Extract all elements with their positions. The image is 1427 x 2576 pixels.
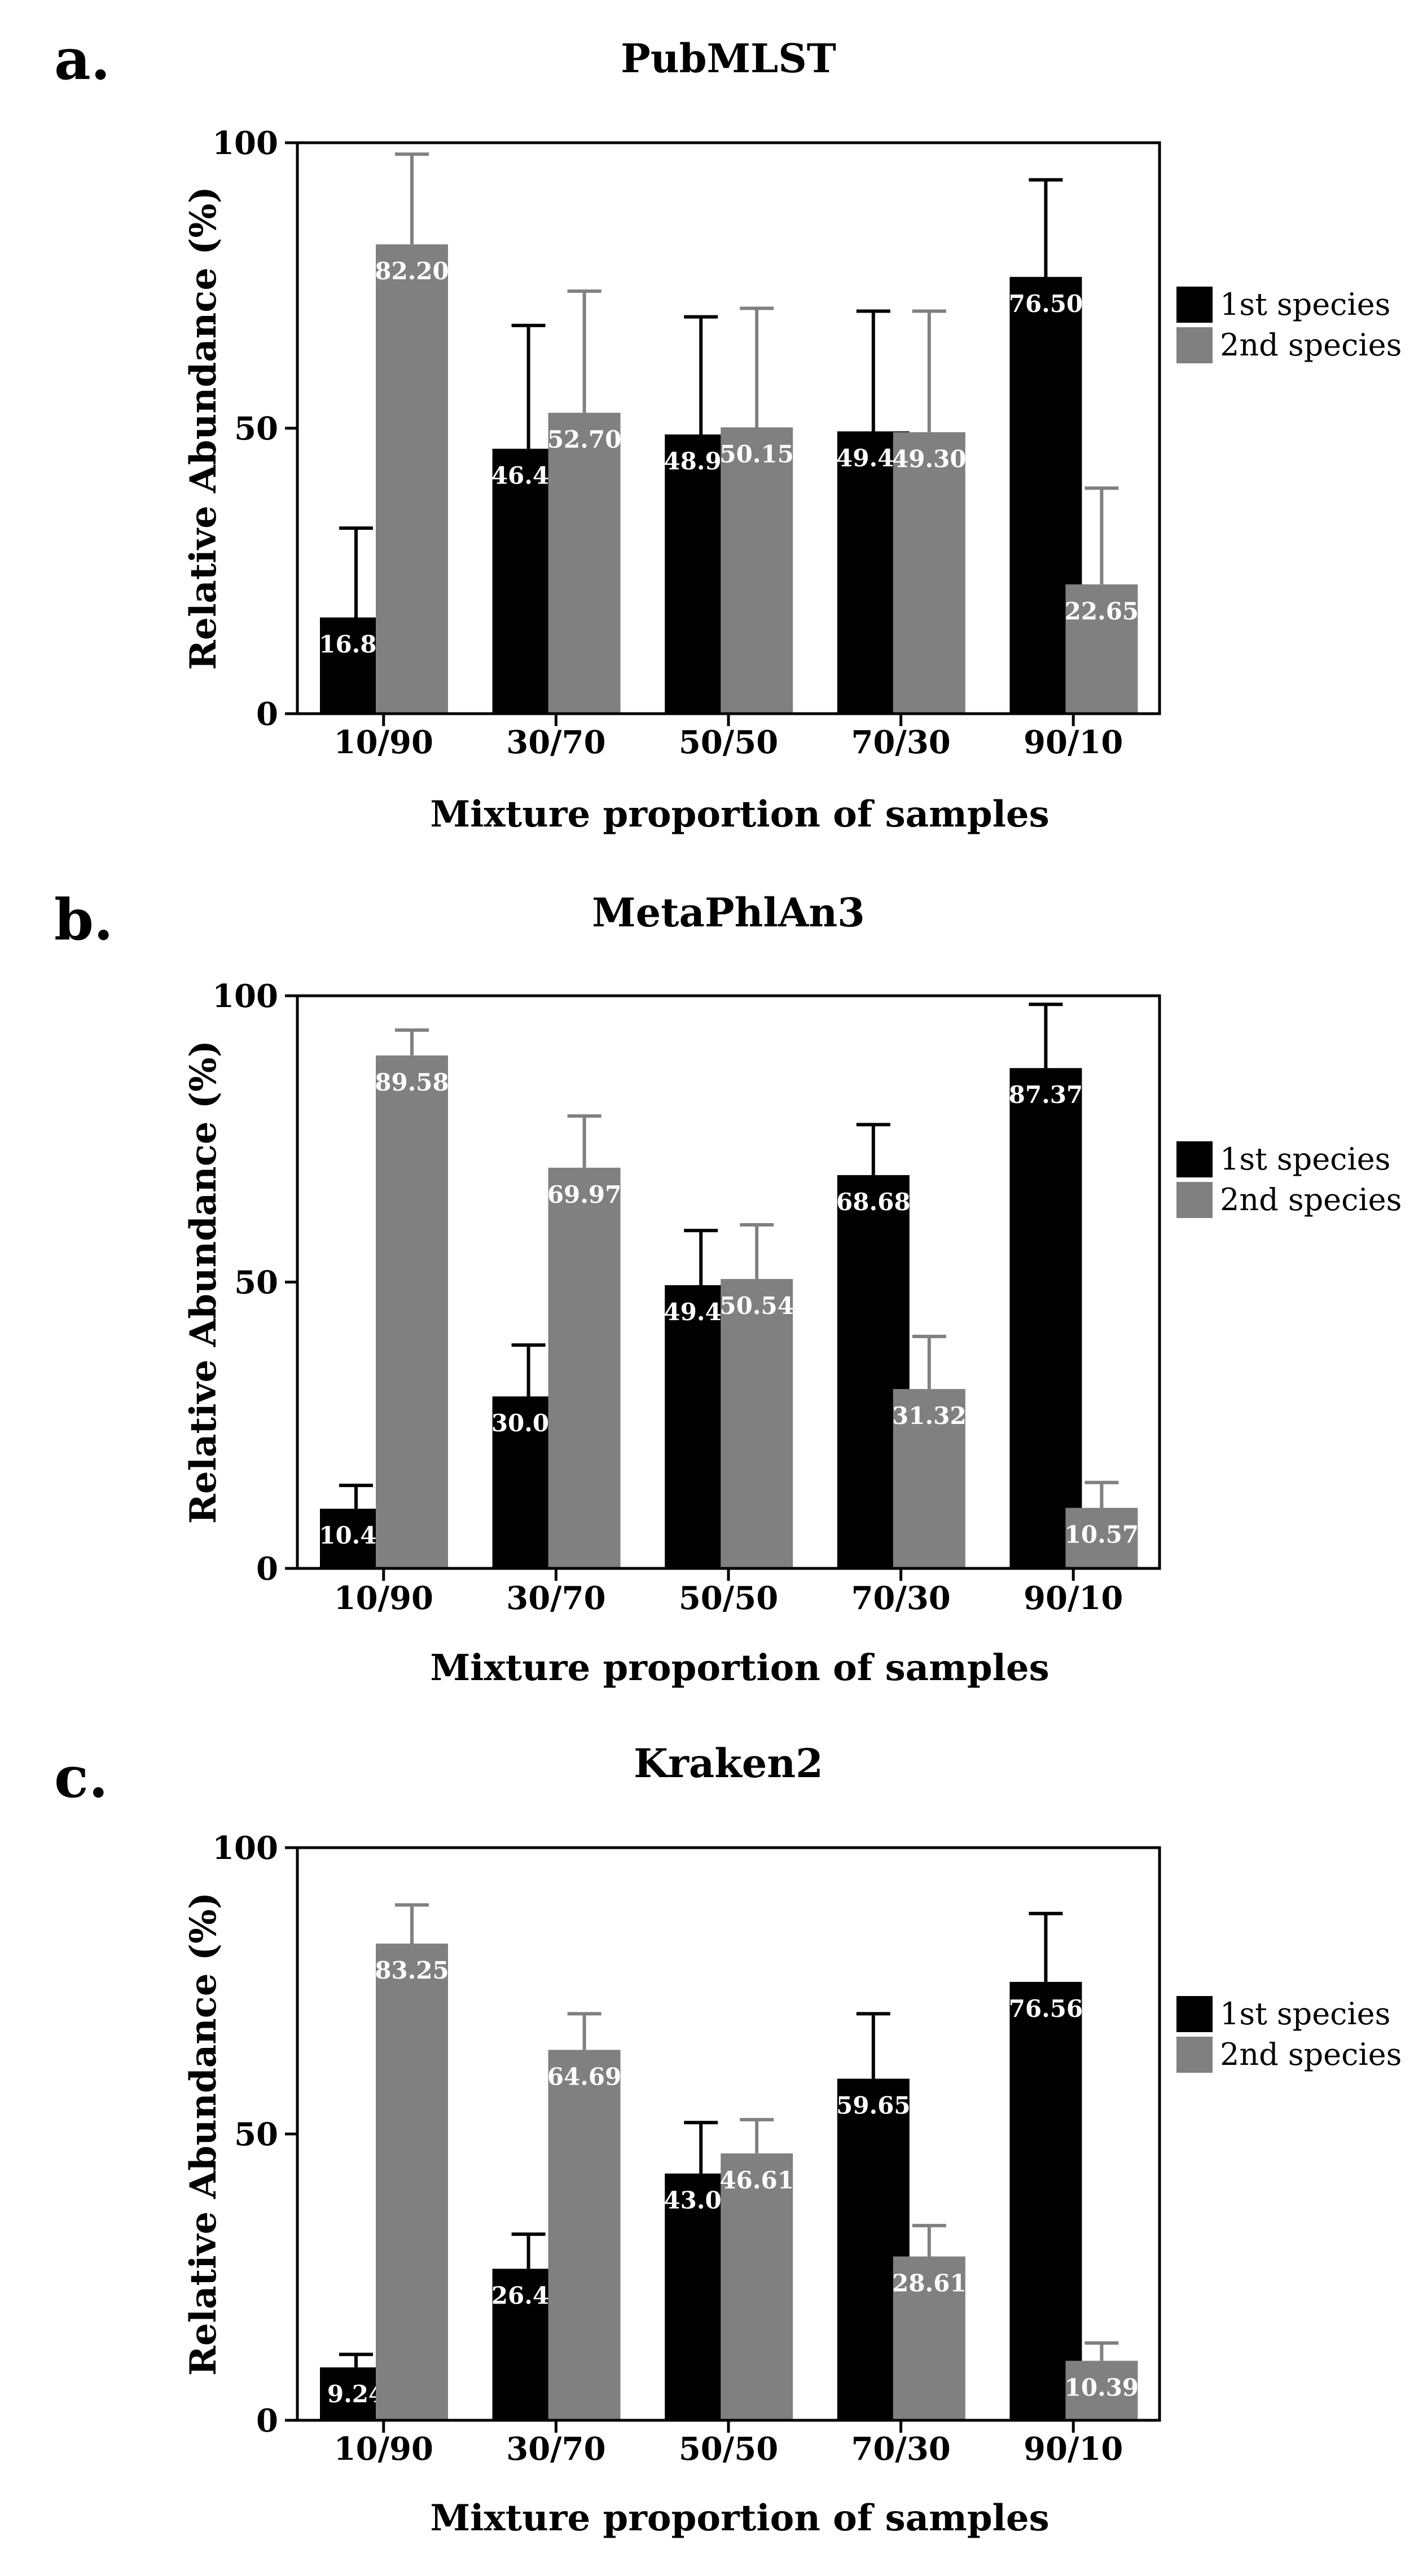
- y-axis-label: Relative Abundance (%): [182, 1040, 225, 1524]
- bar-data-label: 89.58: [375, 1069, 449, 1096]
- bar: [548, 2050, 621, 2420]
- bar-data-label: 64.69: [547, 2063, 622, 2090]
- y-tick-label: 50: [234, 410, 278, 447]
- y-tick-label: 0: [256, 2402, 278, 2439]
- y-axis-label: Relative Abundance (%): [182, 186, 225, 670]
- bar-data-label: 46.61: [719, 2166, 794, 2194]
- bar: [721, 427, 793, 714]
- bar-data-label: 28.61: [892, 2270, 967, 2297]
- x-tick-label: 90/10: [1024, 2430, 1123, 2468]
- legend-swatch: [1176, 2037, 1213, 2073]
- chart-title: Kraken2: [634, 1740, 823, 1787]
- legend-label: 1st species: [1220, 287, 1390, 322]
- bar-data-label: 49.30: [892, 445, 967, 473]
- bar: [1065, 584, 1138, 714]
- bar: [548, 1167, 621, 1568]
- y-tick-label: 0: [256, 1550, 278, 1588]
- y-axis-label: Relative Abundance (%): [182, 1892, 225, 2376]
- bar: [1065, 1507, 1138, 1568]
- x-tick-label: 10/90: [334, 2430, 433, 2468]
- x-tick-label: 90/10: [1024, 724, 1123, 761]
- bar: [893, 2256, 965, 2420]
- bar: [893, 1389, 965, 1568]
- x-axis-label: Mixture proportion of samples: [430, 793, 1049, 836]
- x-tick-label: 70/30: [851, 724, 950, 761]
- x-tick-label: 10/90: [334, 1580, 433, 1617]
- x-tick-label: 70/30: [851, 1580, 950, 1617]
- bar: [721, 2153, 793, 2420]
- panel-label: b.: [54, 886, 113, 953]
- bar-data-label: 83.25: [375, 1957, 449, 1984]
- legend-swatch: [1176, 1141, 1213, 1177]
- chart-title: PubMLST: [621, 35, 836, 82]
- chart-panel-2: c. Kraken29.2426.4643.0959.6576.5683.2564…: [54, 1740, 1402, 2539]
- bar: [376, 1944, 448, 2420]
- bar-data-label: 10.39: [1065, 2374, 1139, 2402]
- x-axis-label: Mixture proportion of samples: [430, 1647, 1049, 1689]
- x-tick-label: 50/50: [679, 724, 778, 761]
- bar: [1009, 1981, 1082, 2420]
- y-tick-label: 50: [234, 1264, 278, 1302]
- y-tick-label: 100: [212, 1830, 278, 1867]
- bar-data-label: 76.56: [1009, 1995, 1083, 2023]
- bar: [376, 244, 448, 714]
- legend-label: 2nd species: [1220, 327, 1402, 363]
- bar-data-label: 52.70: [547, 426, 622, 454]
- bar: [721, 1279, 793, 1568]
- y-tick-label: 100: [212, 125, 278, 162]
- x-tick-label: 30/70: [506, 724, 605, 761]
- chart-panel-1: b. MetaPhlAn310.4230.0349.4668.6887.3789.…: [54, 886, 1402, 1689]
- panel-label: a.: [54, 26, 111, 93]
- bar-data-label: 82.20: [375, 257, 449, 285]
- bar: [1009, 1068, 1082, 1568]
- x-tick-label: 50/50: [679, 2430, 778, 2468]
- bar: [1065, 2360, 1138, 2420]
- legend-label: 1st species: [1220, 1141, 1390, 1177]
- y-tick-label: 0: [256, 696, 278, 733]
- bar-data-label: 10.57: [1065, 1521, 1139, 1549]
- bar: [376, 1055, 448, 1568]
- bar-data-label: 50.15: [719, 440, 794, 468]
- bar-data-label: 31.32: [892, 1402, 967, 1430]
- x-tick-label: 30/70: [506, 1580, 605, 1617]
- x-tick-label: 50/50: [679, 1580, 778, 1617]
- bar-data-label: 87.37: [1009, 1081, 1083, 1109]
- x-tick-label: 30/70: [506, 2430, 605, 2468]
- bar-data-label: 59.65: [836, 2092, 911, 2120]
- legend-swatch: [1176, 1182, 1213, 1218]
- panel-label: c.: [54, 1744, 108, 1810]
- legend-swatch: [1176, 1996, 1213, 2032]
- bar: [893, 432, 965, 714]
- bar-data-label: 50.54: [719, 1292, 794, 1320]
- legend-label: 2nd species: [1220, 1182, 1402, 1217]
- legend-swatch: [1176, 327, 1213, 363]
- x-axis-label: Mixture proportion of samples: [430, 2497, 1049, 2539]
- legend-swatch: [1176, 287, 1213, 323]
- x-tick-label: 90/10: [1024, 1580, 1123, 1617]
- x-tick-label: 70/30: [851, 2430, 950, 2468]
- bar: [548, 412, 621, 714]
- legend-label: 1st species: [1220, 1996, 1390, 2032]
- y-tick-label: 100: [212, 978, 278, 1015]
- bar-data-label: 69.97: [547, 1181, 622, 1208]
- y-tick-label: 50: [234, 2116, 278, 2153]
- bar-data-label: 9.24: [327, 2380, 385, 2408]
- bar-data-label: 68.68: [836, 1188, 911, 1216]
- bar-data-label: 76.50: [1009, 290, 1083, 318]
- legend-label: 2nd species: [1220, 2037, 1402, 2072]
- bar-data-label: 22.65: [1065, 597, 1139, 625]
- x-tick-label: 10/90: [334, 724, 433, 761]
- chart-title: MetaPhlAn3: [592, 889, 865, 936]
